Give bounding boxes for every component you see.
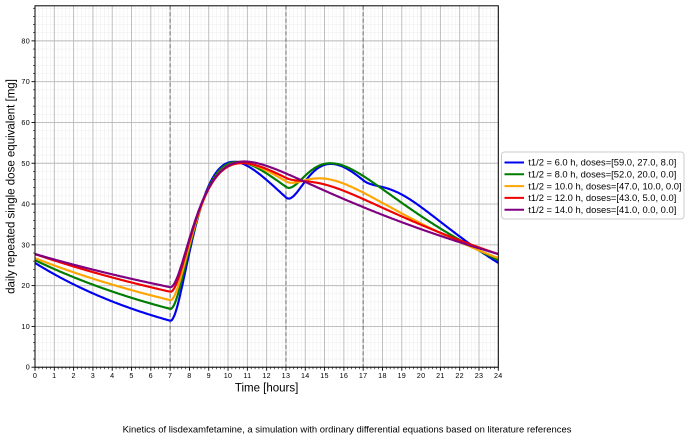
svg-text:19: 19 [397, 371, 406, 380]
svg-text:10: 10 [224, 371, 233, 380]
svg-text:8: 8 [187, 371, 191, 380]
svg-text:t1/2 = 8.0 h, doses=[52.0, 20.: t1/2 = 8.0 h, doses=[52.0, 20.0, 0.0] [528, 169, 676, 180]
svg-text:0: 0 [26, 363, 30, 372]
svg-text:50: 50 [21, 159, 30, 168]
svg-text:t1/2 = 12.0 h, doses=[43.0, 5.: t1/2 = 12.0 h, doses=[43.0, 5.0, 0.0] [528, 192, 676, 203]
svg-text:16: 16 [340, 371, 349, 380]
svg-text:17: 17 [359, 371, 368, 380]
svg-text:60: 60 [21, 118, 30, 127]
svg-text:t1/2 = 6.0 h, doses=[59.0, 27.: t1/2 = 6.0 h, doses=[59.0, 27.0, 8.0] [528, 157, 676, 168]
svg-text:0: 0 [33, 371, 37, 380]
svg-text:24: 24 [494, 371, 503, 380]
svg-text:22: 22 [455, 371, 464, 380]
svg-text:5: 5 [129, 371, 133, 380]
svg-text:t1/2 = 14.0 h, doses=[41.0, 0.: t1/2 = 14.0 h, doses=[41.0, 0.0, 0.0] [528, 204, 676, 215]
svg-text:13: 13 [282, 371, 291, 380]
svg-text:70: 70 [21, 77, 30, 86]
svg-text:23: 23 [475, 371, 484, 380]
svg-text:20: 20 [21, 281, 30, 290]
svg-text:t1/2 = 10.0 h, doses=[47.0, 10: t1/2 = 10.0 h, doses=[47.0, 10.0, 0.0] [528, 180, 681, 191]
svg-text:40: 40 [21, 200, 30, 209]
svg-text:Kinetics of lisdexamfetamine,: Kinetics of lisdexamfetamine, a simulati… [123, 425, 572, 436]
svg-text:Time [hours]: Time [hours] [235, 383, 298, 395]
svg-text:3: 3 [91, 371, 95, 380]
svg-text:20: 20 [417, 371, 426, 380]
svg-text:9: 9 [207, 371, 211, 380]
svg-text:21: 21 [436, 371, 445, 380]
svg-text:10: 10 [21, 322, 30, 331]
svg-text:30: 30 [21, 240, 30, 249]
svg-text:18: 18 [378, 371, 387, 380]
svg-text:4: 4 [110, 371, 114, 380]
svg-text:1: 1 [52, 371, 56, 380]
svg-text:14: 14 [301, 371, 310, 380]
svg-text:daily repeated single dose equ: daily repeated single dose equivalent [m… [6, 79, 18, 294]
svg-text:80: 80 [21, 36, 30, 45]
svg-text:12: 12 [262, 371, 271, 380]
svg-text:11: 11 [243, 371, 251, 380]
svg-text:15: 15 [320, 371, 329, 380]
svg-text:6: 6 [149, 371, 153, 380]
svg-text:2: 2 [71, 371, 75, 380]
svg-text:7: 7 [168, 371, 172, 380]
